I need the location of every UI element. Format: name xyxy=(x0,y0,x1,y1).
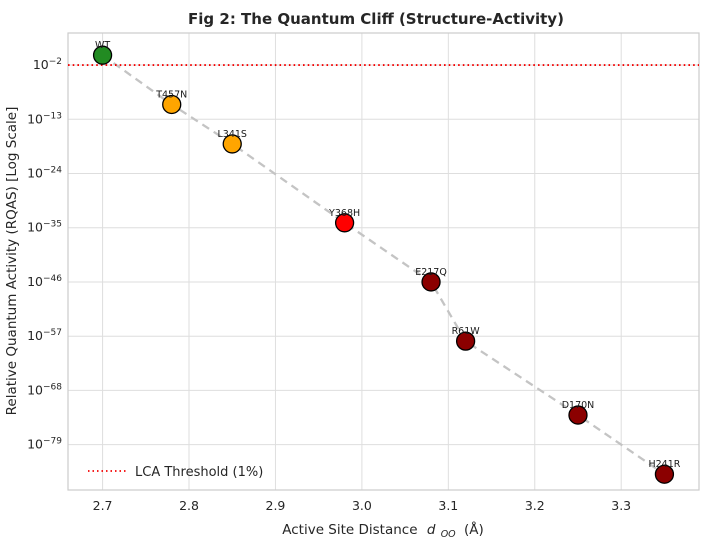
legend-threshold-label: LCA Threshold (1%) xyxy=(135,465,263,480)
x-tick-label: 2.8 xyxy=(179,498,199,513)
data-point-label-y368h: Y368H xyxy=(328,208,360,219)
data-point-wt xyxy=(92,45,113,65)
legend: LCA Threshold (1%) xyxy=(88,465,263,480)
data-point-label-wt: WT xyxy=(95,40,110,51)
y-tick-label: 10−35 xyxy=(27,220,62,235)
data-point-r61w xyxy=(455,331,476,351)
data-point-l341s xyxy=(222,134,242,154)
y-tick-label: 10−68 xyxy=(27,382,62,397)
data-point-label-t457n: T457N xyxy=(155,89,187,100)
x-axis-title: Active Site Distance d OO (Å) xyxy=(282,521,484,541)
data-point-label-h241r: H241R xyxy=(648,459,680,470)
x-tick-label: 3.0 xyxy=(352,498,372,513)
data-point-label-e217q: E217Q xyxy=(415,267,447,278)
x-axis-title-prefix: Active Site Distance xyxy=(282,522,417,538)
y-tick-label: 10−24 xyxy=(27,166,62,181)
x-tick-label: 2.7 xyxy=(93,498,113,513)
data-point-t457n xyxy=(162,94,182,115)
x-axis-title-subscript: OO xyxy=(441,529,456,540)
y-axis-title: Relative Quantum Activity (RQAS) [Log Sc… xyxy=(4,107,20,416)
data-point-e217q xyxy=(421,272,441,292)
x-axis-title-suffix: (Å) xyxy=(464,521,484,538)
x-tick-label: 3.1 xyxy=(438,498,458,513)
trend-line xyxy=(101,54,666,476)
data-point-h241r xyxy=(654,464,675,484)
y-tick-label: 10−57 xyxy=(27,328,62,343)
x-tick-label: 3.2 xyxy=(525,498,545,513)
plot-border xyxy=(67,32,700,491)
data-point-label-r61w: R61W xyxy=(452,326,481,337)
data-point-y368h xyxy=(334,213,355,233)
data-point-d170n xyxy=(568,405,588,425)
y-tick-label: 10−46 xyxy=(27,274,62,289)
x-tick-label: 2.9 xyxy=(266,498,286,513)
data-point-label-d170n: D170N xyxy=(562,400,595,411)
y-tick-label: 10−13 xyxy=(27,111,62,126)
x-tick-label: 3.3 xyxy=(611,498,631,513)
y-tick-label: 10−79 xyxy=(27,437,62,452)
data-point-label-l341s: L341S xyxy=(217,129,246,140)
y-tick-label: 10−2 xyxy=(33,57,62,72)
x-axis-title-symbol: d xyxy=(427,522,436,538)
chart-layer: 2.7 2.8 2.9 3.0 3.1 3.2 3.3 10−2 10−13 10−24 10−35… xyxy=(27,32,700,513)
chart-title: Fig 2: The Quantum Cliff (Structure-Acti… xyxy=(188,10,564,28)
